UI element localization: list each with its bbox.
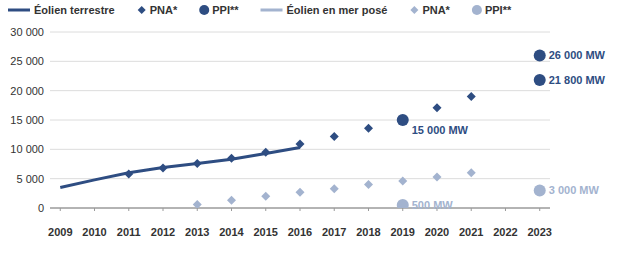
legend-label: PPI** xyxy=(485,4,512,16)
x-tick xyxy=(300,208,301,211)
x-tick xyxy=(94,208,95,211)
x-tick-label: 2013 xyxy=(185,226,209,238)
data-point xyxy=(227,154,236,163)
data-point xyxy=(330,132,339,141)
x-tick-label: 2009 xyxy=(48,226,72,238)
data-point xyxy=(364,180,373,189)
x-tick-label: 2016 xyxy=(288,226,312,238)
data-point xyxy=(534,74,546,86)
grid-line xyxy=(50,178,550,179)
legend-label: PNA* xyxy=(422,4,450,16)
x-tick xyxy=(505,208,506,211)
grid xyxy=(50,32,550,208)
x-tick xyxy=(60,208,61,211)
legend-label: PNA* xyxy=(150,4,178,16)
data-label: 500 MW xyxy=(412,199,454,211)
data-labels: 15 000 MW 21 800 MW 26 000 MW 500 MW 3 000 M… xyxy=(412,49,606,211)
x-tick-label: 2019 xyxy=(390,226,414,238)
data-point xyxy=(124,169,133,178)
x-tick-label: 2011 xyxy=(117,226,141,238)
y-tick-label: 0 xyxy=(38,202,44,214)
x-tick-label: 2015 xyxy=(254,226,278,238)
plot-area xyxy=(60,49,545,208)
x-tick xyxy=(539,208,540,211)
data-label: 21 800 MW xyxy=(549,74,606,86)
legend-label: Éolien terrestre xyxy=(34,4,115,16)
grid-line xyxy=(50,32,550,33)
legend-swatch xyxy=(472,5,482,15)
data-point xyxy=(296,188,305,197)
data-point xyxy=(330,184,339,193)
data-point xyxy=(467,168,476,177)
x-tick-label: 2022 xyxy=(493,226,517,238)
legend-swatch xyxy=(410,6,418,14)
grid-line xyxy=(50,120,550,121)
data-point xyxy=(193,159,202,168)
y-tick-label: 25 000 xyxy=(10,55,44,67)
x-tick xyxy=(231,208,232,211)
x-tick xyxy=(128,208,129,211)
legend-swatch xyxy=(261,9,283,12)
y-tick-label: 20 000 xyxy=(10,85,44,97)
y-tick-label: 15 000 xyxy=(10,114,44,126)
x-tick-label: 2012 xyxy=(151,226,175,238)
x-tick xyxy=(471,208,472,211)
x-tick xyxy=(334,208,335,211)
data-point xyxy=(397,199,409,208)
x-tick-label: 2021 xyxy=(459,226,483,238)
data-point xyxy=(432,103,441,112)
data-point xyxy=(159,164,168,173)
grid-line xyxy=(50,61,550,62)
x-tick-label: 2017 xyxy=(322,226,346,238)
data-label: 26 000 MW xyxy=(549,49,606,61)
x-tick-label: 2020 xyxy=(425,226,449,238)
legend-swatch xyxy=(199,5,209,15)
x-tick xyxy=(402,208,403,211)
legend-swatch xyxy=(138,6,146,14)
x-tick-label: 2010 xyxy=(82,226,106,238)
x-tick xyxy=(368,208,369,211)
legend-item: PNA* xyxy=(410,4,450,16)
x-tick xyxy=(265,208,266,211)
data-point xyxy=(397,114,409,126)
legend-label: Éolien en mer posé xyxy=(287,4,388,16)
legend-item: Éolien en mer posé xyxy=(261,4,388,16)
legend-item: PPI** xyxy=(472,4,512,16)
legend: Éolien terrestre PNA* PPI** Éolien en mer p… xyxy=(8,4,512,16)
data-point xyxy=(296,140,305,149)
data-point xyxy=(534,49,546,61)
series-line xyxy=(60,148,300,188)
data-point xyxy=(467,92,476,101)
legend-swatch xyxy=(8,9,30,12)
x-tick-label: 2014 xyxy=(219,226,244,238)
page: {"chart_data": { "type": "line", "x": [2… xyxy=(0,0,620,255)
data-point xyxy=(534,184,546,196)
legend-item: Éolien terrestre xyxy=(8,4,115,16)
legend-label: PPI** xyxy=(212,4,239,16)
y-tick-label: 30 000 xyxy=(10,26,44,38)
x-tick xyxy=(163,208,164,211)
data-label: 3 000 MW xyxy=(549,184,600,196)
data-point xyxy=(227,196,236,205)
data-point xyxy=(364,124,373,133)
y-tick-label: 10 000 xyxy=(10,143,44,155)
data-point xyxy=(398,177,407,186)
data-point xyxy=(193,200,202,208)
x-tick xyxy=(197,208,198,211)
x-tick-label: 2018 xyxy=(356,226,380,238)
x-tick-label: 2023 xyxy=(527,226,551,238)
data-point xyxy=(432,172,441,181)
chart: 0 5 000 10 000 15 000 20 000 25 000 30 000 2009… xyxy=(0,0,620,255)
legend-item: PNA* xyxy=(138,4,178,16)
data-label: 15 000 MW xyxy=(412,124,469,136)
data-point xyxy=(261,192,270,201)
y-tick-label: 5 000 xyxy=(16,173,44,185)
data-point xyxy=(261,148,270,157)
legend-item: PPI** xyxy=(199,4,239,16)
grid-line xyxy=(50,90,550,91)
